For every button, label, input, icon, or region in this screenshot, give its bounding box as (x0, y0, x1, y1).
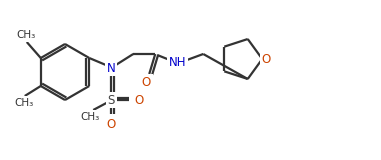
Text: O: O (134, 93, 144, 107)
Text: S: S (107, 93, 115, 107)
Text: N: N (107, 61, 115, 75)
Text: O: O (262, 52, 271, 65)
Text: O: O (107, 119, 116, 132)
Text: CH₃: CH₃ (81, 112, 100, 122)
Text: CH₃: CH₃ (14, 98, 34, 108)
Text: O: O (142, 76, 151, 88)
Text: NH: NH (168, 56, 186, 68)
Text: CH₃: CH₃ (16, 30, 35, 40)
